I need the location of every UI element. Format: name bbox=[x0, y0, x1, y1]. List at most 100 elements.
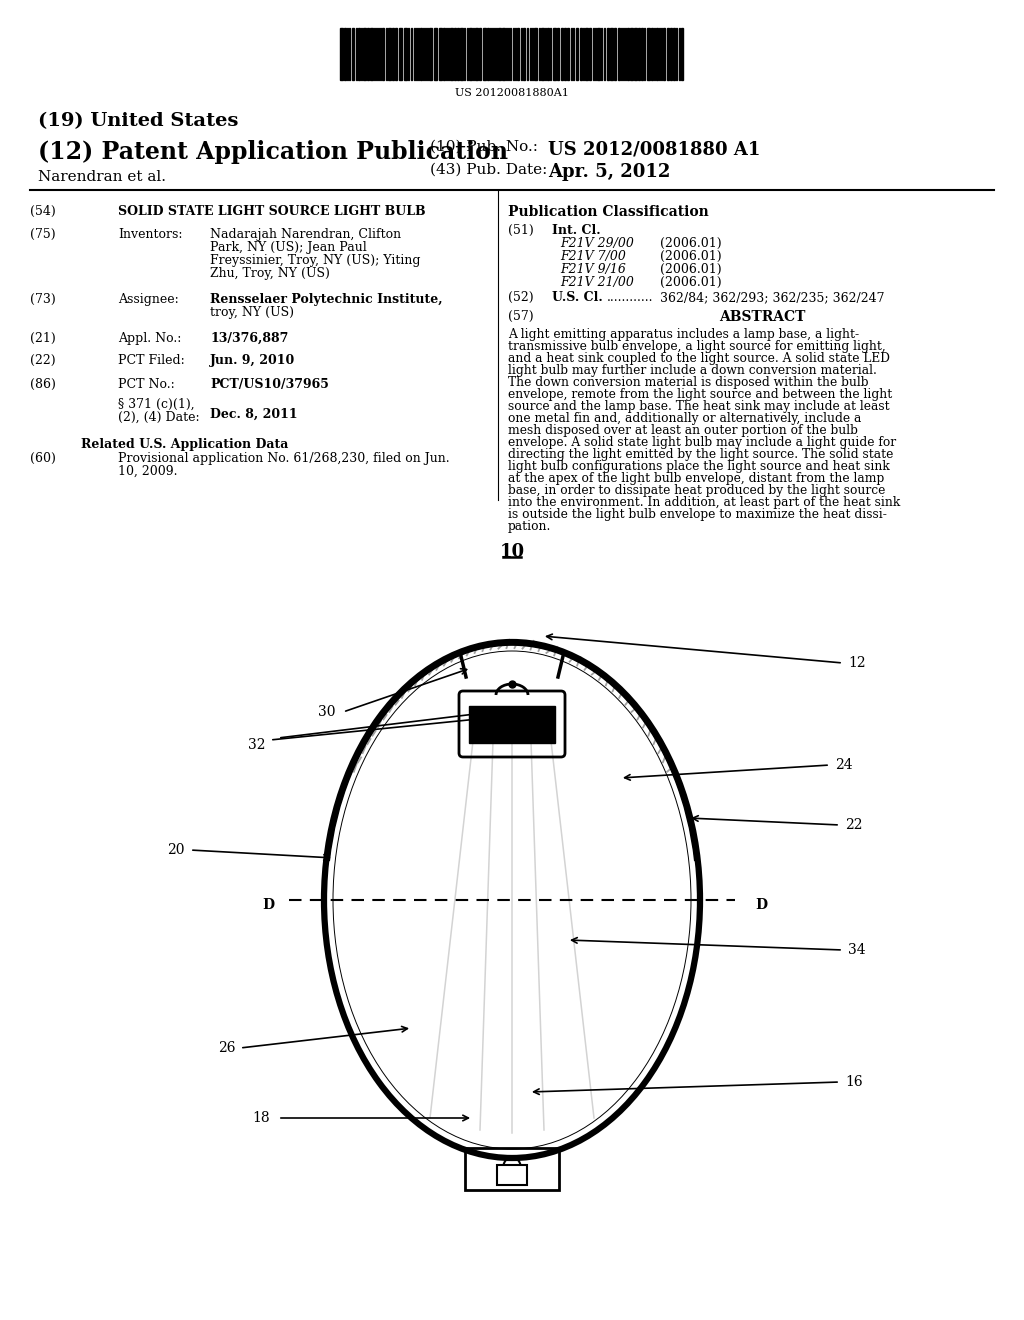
Bar bbox=[358, 28, 360, 81]
Text: 10, 2009.: 10, 2009. bbox=[118, 465, 177, 478]
Bar bbox=[589, 28, 591, 81]
Bar bbox=[656, 28, 658, 81]
Text: into the environment. In addition, at least part of the heat sink: into the environment. In addition, at le… bbox=[508, 496, 900, 510]
Bar bbox=[362, 28, 366, 81]
Bar bbox=[388, 28, 391, 81]
Bar bbox=[457, 28, 459, 81]
Text: PCT Filed:: PCT Filed: bbox=[118, 354, 184, 367]
Text: Park, NY (US); Jean Paul: Park, NY (US); Jean Paul bbox=[210, 242, 367, 253]
Bar bbox=[561, 28, 563, 81]
Bar bbox=[663, 28, 665, 81]
Text: (22): (22) bbox=[30, 354, 55, 367]
Bar bbox=[670, 28, 672, 81]
Text: PCT No.:: PCT No.: bbox=[118, 378, 175, 391]
Text: ............: ............ bbox=[607, 290, 653, 304]
Text: 32: 32 bbox=[248, 738, 265, 752]
Text: (52): (52) bbox=[508, 290, 534, 304]
Text: (60): (60) bbox=[30, 451, 56, 465]
Text: (73): (73) bbox=[30, 293, 55, 306]
Bar bbox=[597, 28, 600, 81]
Bar bbox=[352, 28, 354, 81]
Text: envelope, remote from the light source and between the light: envelope, remote from the light source a… bbox=[508, 388, 892, 401]
Text: ABSTRACT: ABSTRACT bbox=[719, 310, 805, 323]
Text: (19) United States: (19) United States bbox=[38, 112, 239, 129]
Bar bbox=[498, 28, 501, 81]
Bar bbox=[469, 28, 472, 81]
Text: 12: 12 bbox=[848, 656, 865, 671]
Text: (2006.01): (2006.01) bbox=[660, 276, 722, 289]
Text: source and the lamp base. The heat sink may include at least: source and the lamp base. The heat sink … bbox=[508, 400, 890, 413]
Bar bbox=[567, 28, 569, 81]
Text: one metal fin and, additionally or alternatively, include a: one metal fin and, additionally or alter… bbox=[508, 412, 861, 425]
Text: 26: 26 bbox=[218, 1041, 236, 1055]
Bar bbox=[647, 28, 650, 81]
Bar bbox=[404, 28, 407, 81]
Text: § 371 (c)(1),: § 371 (c)(1), bbox=[118, 399, 195, 411]
Text: (2006.01): (2006.01) bbox=[660, 238, 722, 249]
Text: Related U.S. Application Data: Related U.S. Application Data bbox=[81, 438, 289, 451]
Bar bbox=[534, 28, 537, 81]
Bar bbox=[523, 28, 525, 81]
Text: Assignee:: Assignee: bbox=[118, 293, 179, 306]
Text: 16: 16 bbox=[845, 1074, 862, 1089]
Bar bbox=[497, 1166, 527, 1185]
Bar bbox=[392, 28, 394, 81]
Text: 34: 34 bbox=[848, 942, 865, 957]
Text: Inventors:: Inventors: bbox=[118, 228, 182, 242]
Text: 20: 20 bbox=[168, 843, 185, 857]
Text: SOLID STATE LIGHT SOURCE LIGHT BULB: SOLID STATE LIGHT SOURCE LIGHT BULB bbox=[118, 205, 426, 218]
Text: US 2012/0081880 A1: US 2012/0081880 A1 bbox=[548, 140, 761, 158]
Bar bbox=[370, 28, 373, 81]
Text: A light emitting apparatus includes a lamp base, a light-: A light emitting apparatus includes a la… bbox=[508, 327, 859, 341]
Text: D: D bbox=[262, 898, 274, 912]
Bar bbox=[517, 28, 519, 81]
Bar bbox=[651, 28, 653, 81]
Bar bbox=[487, 28, 489, 81]
Text: directing the light emitted by the light source. The solid state: directing the light emitted by the light… bbox=[508, 447, 893, 461]
Bar bbox=[585, 28, 588, 81]
Text: 22: 22 bbox=[845, 818, 862, 832]
Bar bbox=[502, 28, 505, 81]
Text: 10: 10 bbox=[500, 543, 524, 561]
Bar bbox=[641, 28, 643, 81]
Text: F21V 9/16: F21V 9/16 bbox=[560, 263, 626, 276]
Text: Freyssinier, Troy, NY (US); Yiting: Freyssinier, Troy, NY (US); Yiting bbox=[210, 253, 421, 267]
Text: is outside the light bulb envelope to maximize the heat dissi-: is outside the light bulb envelope to ma… bbox=[508, 508, 887, 521]
Text: envelope. A solid state light bulb may include a light guide for: envelope. A solid state light bulb may i… bbox=[508, 436, 896, 449]
Text: Nadarajah Narendran, Clifton: Nadarajah Narendran, Clifton bbox=[210, 228, 401, 242]
Text: and a heat sink coupled to the light source. A solid state LED: and a heat sink coupled to the light sou… bbox=[508, 352, 890, 366]
Text: troy, NY (US): troy, NY (US) bbox=[210, 306, 294, 319]
Text: (2006.01): (2006.01) bbox=[660, 249, 722, 263]
Bar bbox=[553, 28, 556, 81]
Text: 13/376,887: 13/376,887 bbox=[210, 333, 289, 345]
Bar bbox=[541, 28, 544, 81]
Text: (10) Pub. No.:: (10) Pub. No.: bbox=[430, 140, 538, 154]
Bar bbox=[681, 28, 683, 81]
Text: (57): (57) bbox=[508, 310, 534, 323]
Bar bbox=[465, 1148, 559, 1191]
Text: Provisional application No. 61/268,230, filed on Jun.: Provisional application No. 61/268,230, … bbox=[118, 451, 450, 465]
Bar bbox=[367, 28, 369, 81]
Bar bbox=[429, 28, 432, 81]
Bar bbox=[479, 28, 481, 81]
Text: Dec. 8, 2011: Dec. 8, 2011 bbox=[210, 408, 298, 421]
Text: (86): (86) bbox=[30, 378, 56, 391]
Bar bbox=[395, 28, 397, 81]
Text: (75): (75) bbox=[30, 228, 55, 242]
Text: Jun. 9, 2010: Jun. 9, 2010 bbox=[210, 354, 295, 367]
Text: (2), (4) Date:: (2), (4) Date: bbox=[118, 411, 200, 424]
Bar bbox=[607, 28, 609, 81]
Text: 30: 30 bbox=[318, 705, 336, 719]
Bar bbox=[443, 28, 445, 81]
Bar bbox=[547, 28, 549, 81]
Text: light bulb may further include a down conversion material.: light bulb may further include a down co… bbox=[508, 364, 877, 378]
Text: US 20120081880A1: US 20120081880A1 bbox=[455, 88, 569, 98]
Bar bbox=[627, 28, 629, 81]
Bar bbox=[340, 28, 343, 81]
Text: Apr. 5, 2012: Apr. 5, 2012 bbox=[548, 162, 671, 181]
Bar bbox=[450, 28, 453, 81]
Bar bbox=[420, 28, 422, 81]
Text: at the apex of the light bulb envelope, distant from the lamp: at the apex of the light bulb envelope, … bbox=[508, 473, 885, 484]
Bar bbox=[673, 28, 675, 81]
Bar bbox=[667, 28, 669, 81]
